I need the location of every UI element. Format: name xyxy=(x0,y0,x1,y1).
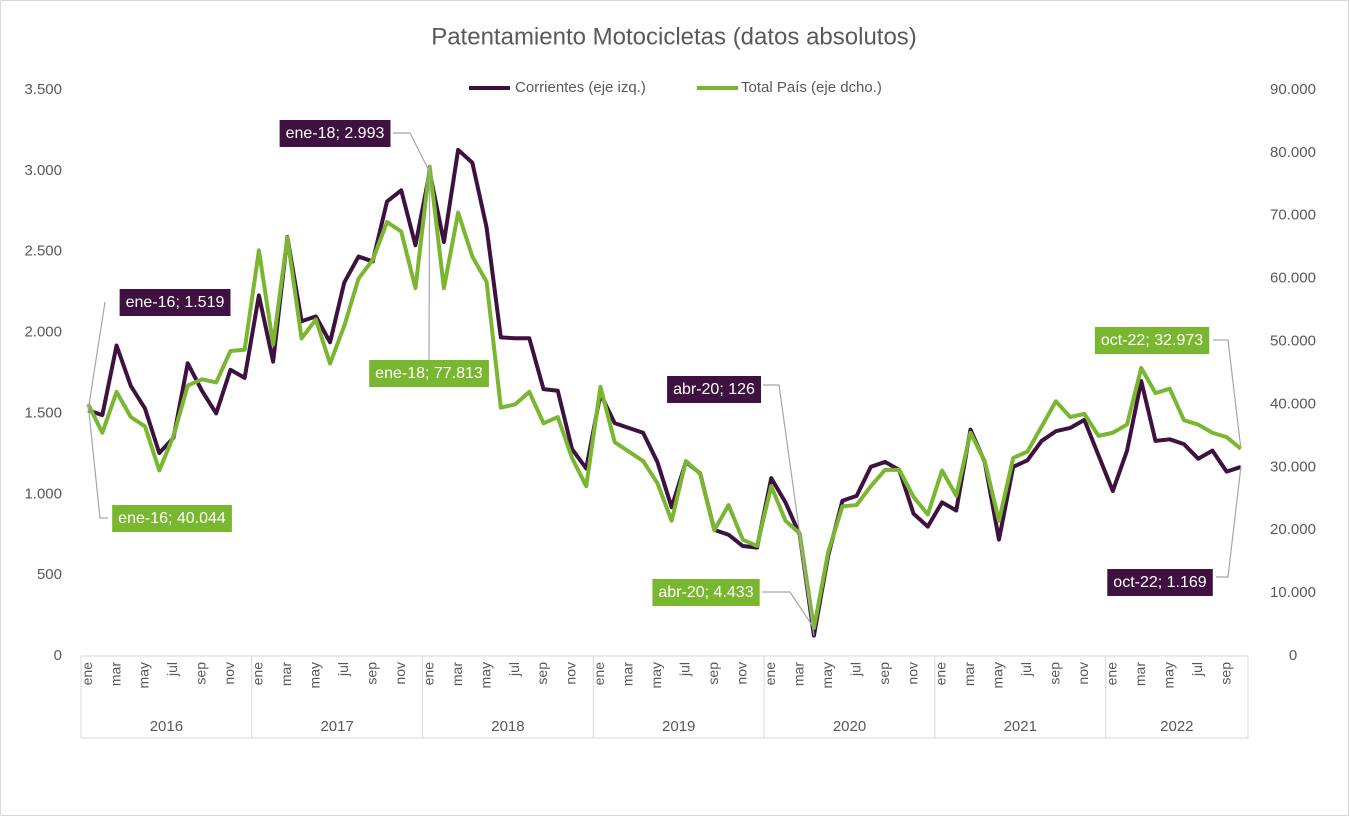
x-tick-label: ene xyxy=(1104,662,1120,686)
x-tick-label: nov xyxy=(563,662,579,685)
x-tick-label: sep xyxy=(193,662,209,685)
data-label: oct-22; 1.169 xyxy=(1113,574,1207,591)
x-tick-label: nov xyxy=(904,662,920,685)
label-leader xyxy=(428,166,431,361)
year-label: 2022 xyxy=(1160,718,1193,735)
data-label-box xyxy=(119,289,231,316)
y-tick-label: 3.500 xyxy=(24,81,62,98)
data-label: ene-18; 2.993 xyxy=(286,125,385,142)
label-leader xyxy=(1213,339,1242,449)
y2-tick-label: 90.000 xyxy=(1270,81,1316,98)
x-tick-label: sep xyxy=(363,662,379,685)
x-tick-label: jul xyxy=(1189,662,1205,677)
x-tick-label: jul xyxy=(1018,662,1034,677)
x-tick-label: mar xyxy=(278,662,294,686)
x-tick-label: sep xyxy=(534,662,550,685)
x-tick-label: may xyxy=(307,662,323,688)
y2-tick-label: 50.000 xyxy=(1270,333,1316,350)
data-label: ene-16; 1.519 xyxy=(126,294,225,311)
y-tick-label: 1.500 xyxy=(24,404,62,421)
x-tick-label: ene xyxy=(591,662,607,686)
y-tick-label: 2.500 xyxy=(24,243,62,260)
x-tick-label: nov xyxy=(392,662,408,685)
year-label: 2017 xyxy=(320,718,353,735)
x-tick-label: ene xyxy=(762,662,778,686)
y-tick-label: 0 xyxy=(54,647,62,664)
data-label-box xyxy=(667,376,762,403)
data-label: abr-20; 126 xyxy=(673,381,755,398)
x-tick-label: mar xyxy=(1132,662,1148,686)
data-label-box xyxy=(1094,327,1210,354)
data-label-box xyxy=(1107,569,1213,596)
x-tick-label: mar xyxy=(961,662,977,686)
x-tick-label: may xyxy=(1160,662,1176,688)
x-tick-label: sep xyxy=(1217,662,1233,685)
data-label-box xyxy=(652,579,760,606)
x-tick-label: may xyxy=(819,662,835,688)
x-tick-label: jul xyxy=(335,662,351,677)
series-line xyxy=(86,164,1243,631)
x-tick-label: jul xyxy=(506,662,522,677)
y2-tick-label: 20.000 xyxy=(1270,521,1316,538)
y-tick-label: 2.000 xyxy=(24,324,62,341)
data-label: oct-22; 32.973 xyxy=(1101,332,1203,349)
year-label: 2021 xyxy=(1004,718,1037,735)
legend-label: Total País (eje dcho.) xyxy=(741,79,882,96)
y2-tick-label: 60.000 xyxy=(1270,270,1316,287)
y2-tick-label: 10.000 xyxy=(1270,584,1316,601)
data-label: ene-16; 40.044 xyxy=(118,510,226,527)
y2-tick-label: 40.000 xyxy=(1270,395,1316,412)
y-tick-label: 1.000 xyxy=(24,485,62,502)
data-label: ene-18; 77.813 xyxy=(375,365,483,382)
label-leader xyxy=(1216,466,1242,578)
label-leader xyxy=(393,132,431,173)
x-tick-label: ene xyxy=(420,662,436,686)
x-tick-label: nov xyxy=(733,662,749,685)
year-label: 2016 xyxy=(150,718,183,735)
x-tick-label: may xyxy=(648,662,664,688)
x-tick-label: nov xyxy=(1075,662,1091,685)
y2-tick-label: 0 xyxy=(1289,647,1297,664)
x-tick-label: mar xyxy=(620,662,636,686)
x-tick-label: may xyxy=(136,662,152,688)
y2-tick-label: 30.000 xyxy=(1270,458,1316,475)
x-tick-label: ene xyxy=(933,662,949,686)
y-tick-label: 3.000 xyxy=(24,162,62,179)
x-tick-label: ene xyxy=(250,662,266,686)
year-label: 2019 xyxy=(662,718,695,735)
y2-tick-label: 80.000 xyxy=(1270,144,1316,161)
x-tick-label: ene xyxy=(79,662,95,686)
x-tick-label: sep xyxy=(705,662,721,685)
chart-title: Patentamiento Motocicletas (datos absolu… xyxy=(431,23,917,50)
year-label: 2020 xyxy=(833,718,866,735)
label-leader xyxy=(762,591,815,629)
x-tick-label: jul xyxy=(164,662,180,677)
x-tick-label: sep xyxy=(1047,662,1063,685)
y-tick-label: 500 xyxy=(37,566,62,583)
year-label: 2018 xyxy=(491,718,524,735)
y2-tick-label: 70.000 xyxy=(1270,207,1316,224)
label-leader xyxy=(87,301,106,411)
x-tick-label: may xyxy=(477,662,493,688)
x-tick-label: nov xyxy=(221,662,237,685)
x-tick-label: sep xyxy=(876,662,892,685)
label-leader xyxy=(763,384,815,636)
x-tick-label: mar xyxy=(449,662,465,686)
data-label-box xyxy=(369,360,489,387)
x-tick-label: may xyxy=(990,662,1006,688)
x-tick-label: mar xyxy=(107,662,123,686)
data-label: abr-20; 4.433 xyxy=(658,584,753,601)
data-label-box xyxy=(112,505,232,532)
legend-label: Corrientes (eje izq.) xyxy=(515,79,646,96)
data-label-box xyxy=(279,120,391,147)
x-tick-label: jul xyxy=(847,662,863,677)
x-tick-label: mar xyxy=(790,662,806,686)
x-tick-label: jul xyxy=(677,662,693,677)
label-leader xyxy=(87,404,108,519)
